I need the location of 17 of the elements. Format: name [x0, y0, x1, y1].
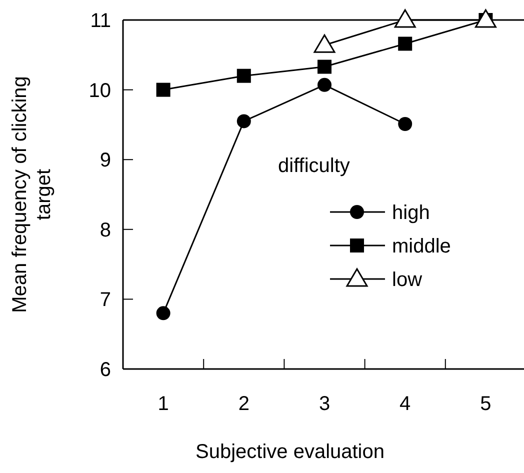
y-axis-title: Mean frequency of clicking target	[9, 76, 55, 313]
legend-label: middle	[392, 236, 451, 258]
x-tick-label: 1	[158, 393, 169, 415]
x-axis-title: Subjective evaluation	[195, 441, 385, 463]
legend-label: high	[392, 202, 430, 224]
y-tick-label: 10	[88, 80, 111, 102]
x-tick-label: 5	[480, 393, 492, 415]
x-tick-label: 3	[318, 393, 330, 415]
y-tick-label: 9	[100, 150, 111, 172]
x-tick-label: 2	[238, 393, 250, 415]
y-tick-label: 11	[90, 10, 111, 32]
y-tick-label: 7	[100, 289, 111, 312]
legend-title: difficulty	[278, 155, 350, 177]
x-tick-label: 4	[400, 393, 411, 415]
y-tick-label: 8	[100, 219, 111, 242]
legend-label: low	[392, 269, 423, 291]
y-tick-label: 6	[100, 359, 111, 381]
